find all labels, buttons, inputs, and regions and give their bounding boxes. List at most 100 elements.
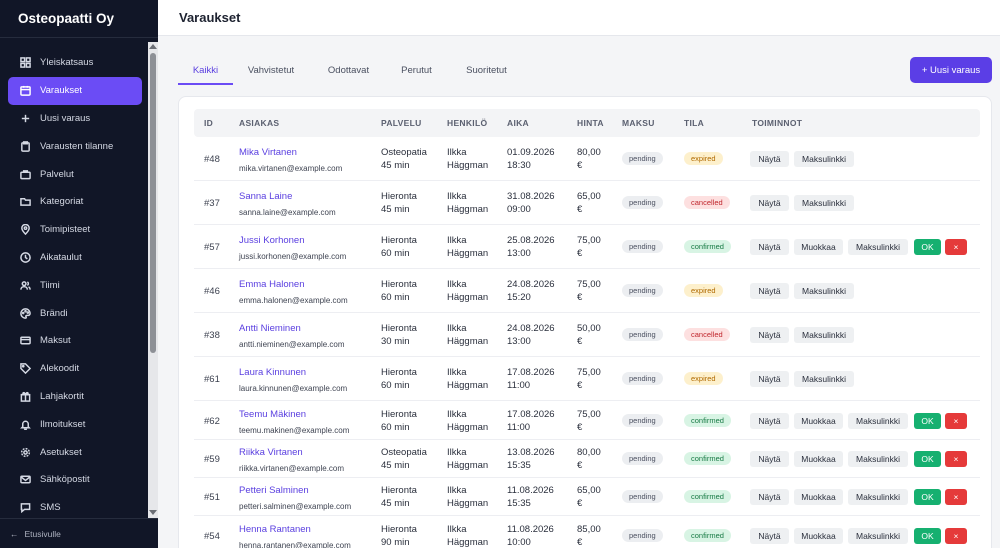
sidebar-item-alekoodit[interactable]: Alekoodit xyxy=(8,355,142,383)
booking-date: 17.08.2026 xyxy=(507,408,555,420)
payment-link-button[interactable]: Maksulinkki xyxy=(848,412,908,429)
payment-link-button[interactable]: Maksulinkki xyxy=(794,371,854,387)
sidebar-item-varausten-tilanne[interactable]: Varausten tilanne xyxy=(8,132,142,160)
cancel-booking-button[interactable]: × xyxy=(945,451,967,467)
view-button[interactable]: Näytä xyxy=(750,371,789,387)
view-button[interactable]: Näytä xyxy=(750,412,789,429)
view-button[interactable]: Näytä xyxy=(750,528,789,544)
new-booking-button[interactable]: + Uusi varaus xyxy=(910,57,992,83)
customer-name-link[interactable]: Sanna Laine xyxy=(239,191,293,202)
cancel-booking-button[interactable]: × xyxy=(945,489,967,505)
edit-button[interactable]: Muokkaa xyxy=(794,489,843,505)
customer-name-link[interactable]: Antti Nieminen xyxy=(239,323,301,334)
tab-vahvistetut[interactable]: Vahvistetut xyxy=(247,65,295,76)
payment-link-button[interactable]: Maksulinkki xyxy=(848,489,908,505)
sidebar-item-label: Maksut xyxy=(40,335,71,347)
edit-button[interactable]: Muokkaa xyxy=(794,412,843,429)
payment-link-button[interactable]: Maksulinkki xyxy=(848,451,908,467)
edit-button[interactable]: Muokkaa xyxy=(794,528,843,544)
customer-name-link[interactable]: Jussi Korhonen xyxy=(239,235,305,246)
view-button[interactable]: Näytä xyxy=(750,451,789,467)
edit-button[interactable]: Muokkaa xyxy=(794,451,843,467)
sidebar-item-label: Lahjakortit xyxy=(40,390,84,402)
sidebar-item-toimipisteet[interactable]: Toimipisteet xyxy=(8,216,142,244)
sidebar-item-uusi-varaus[interactable]: Uusi varaus xyxy=(8,105,142,133)
customer-name-link[interactable]: Henna Rantanen xyxy=(239,524,311,535)
sidebar-item-tiimi[interactable]: Tiimi xyxy=(8,271,142,299)
customer-cell: Emma Halonen emma.halonen@example.com xyxy=(239,278,379,307)
payment-status-badge: pending xyxy=(622,490,663,503)
customer-name-link[interactable]: Mika Virtanen xyxy=(239,147,297,158)
customer-name-link[interactable]: Emma Halonen xyxy=(239,279,305,290)
sidebar-scrollbar[interactable] xyxy=(148,42,158,518)
customer-email: henna.rantanen@example.com xyxy=(239,541,351,548)
view-button[interactable]: Näytä xyxy=(750,489,789,505)
sidebar-item-sähköpostit[interactable]: Sähköpostit xyxy=(8,466,142,494)
price-currency: € xyxy=(577,380,583,391)
confirm-ok-button[interactable]: OK xyxy=(914,412,941,429)
customer-name-link[interactable]: Laura Kinnunen xyxy=(239,367,307,378)
cancel-booking-button[interactable]: × xyxy=(945,412,967,429)
confirm-ok-button[interactable]: OK xyxy=(914,528,941,544)
sidebar-item-palvelut[interactable]: Palvelut xyxy=(8,160,142,188)
tab-perutut[interactable]: Perutut xyxy=(401,65,432,76)
time-cell: 31.08.2026 09:00 xyxy=(507,190,555,216)
payment-link-button[interactable]: Maksulinkki xyxy=(848,239,908,255)
tab-kaikki[interactable]: Kaikki xyxy=(178,57,233,85)
view-button[interactable]: Näytä xyxy=(750,151,789,167)
payment-link-button[interactable]: Maksulinkki xyxy=(794,283,854,299)
price-currency: € xyxy=(577,460,583,471)
price-currency: € xyxy=(577,336,583,347)
scrollbar-thumb[interactable] xyxy=(150,53,156,353)
sidebar-item-brändi[interactable]: Brändi xyxy=(8,299,142,327)
service-name: Hieronta xyxy=(381,408,417,420)
view-button[interactable]: Näytä xyxy=(750,239,789,255)
payment-link-button[interactable]: Maksulinkki xyxy=(848,528,908,544)
sidebar-item-asetukset[interactable]: Asetukset xyxy=(8,438,142,466)
cancel-booking-button[interactable]: × xyxy=(945,239,967,255)
edit-button[interactable]: Muokkaa xyxy=(794,239,843,255)
booking-time: 18:30 xyxy=(507,160,531,171)
scroll-up-arrow[interactable] xyxy=(149,44,157,49)
payment-link-button[interactable]: Maksulinkki xyxy=(794,195,854,211)
confirm-ok-button[interactable]: OK xyxy=(914,239,941,255)
price-cell: 75,00 € xyxy=(577,234,601,260)
confirm-ok-button[interactable]: OK xyxy=(914,489,941,505)
scroll-down-arrow[interactable] xyxy=(149,510,157,515)
view-button[interactable]: Näytä xyxy=(750,283,789,299)
service-duration: 30 min xyxy=(381,336,410,347)
staff-cell: Ilkka Häggman xyxy=(447,366,488,392)
service-name: Hieronta xyxy=(381,524,417,535)
bell-icon xyxy=(19,418,31,430)
sidebar-item-yleiskatsaus[interactable]: Yleiskatsaus xyxy=(8,49,142,77)
payment-link-button[interactable]: Maksulinkki xyxy=(794,327,854,343)
customer-name-link[interactable]: Riikka Virtanen xyxy=(239,447,303,458)
back-to-home-link[interactable]: ← Etusivulle xyxy=(0,518,158,548)
price-currency: € xyxy=(577,248,583,259)
sidebar-item-maksut[interactable]: Maksut xyxy=(8,327,142,355)
booking-id: #46 xyxy=(204,286,220,297)
sidebar-item-label: Ilmoitukset xyxy=(40,418,86,430)
sidebar-item-label: Brändi xyxy=(40,307,68,319)
sidebar-item-varaukset[interactable]: Varaukset xyxy=(8,76,142,105)
service-duration: 45 min xyxy=(381,160,410,171)
sidebar-item-sms[interactable]: SMS xyxy=(8,494,142,522)
sidebar-item-ilmoitukset[interactable]: Ilmoitukset xyxy=(8,410,142,438)
view-button[interactable]: Näytä xyxy=(750,327,789,343)
sidebar-item-kategoriat[interactable]: Kategoriat xyxy=(8,188,142,216)
booking-id: #62 xyxy=(204,415,220,427)
confirm-ok-button[interactable]: OK xyxy=(914,451,941,467)
staff-last-name: Häggman xyxy=(447,248,489,259)
customer-name-link[interactable]: Petteri Salminen xyxy=(239,485,309,496)
cancel-booking-button[interactable]: × xyxy=(945,528,967,544)
sidebar-item-aikataulut[interactable]: Aikataulut xyxy=(8,244,142,272)
tab-suoritetut[interactable]: Suoritetut xyxy=(466,65,507,76)
sidebar-item-lahjakortit[interactable]: Lahjakortit xyxy=(8,383,142,411)
tab-odottavat[interactable]: Odottavat xyxy=(327,65,370,76)
view-button[interactable]: Näytä xyxy=(750,195,789,211)
time-cell: 01.09.2026 18:30 xyxy=(507,146,555,172)
sidebar-nav: Yleiskatsaus Varaukset Uusi varaus Varauste… xyxy=(0,49,146,522)
payment-link-button[interactable]: Maksulinkki xyxy=(794,151,854,167)
customer-name-link[interactable]: Teemu Mäkinen xyxy=(239,408,307,420)
staff-cell: Ilkka Häggman xyxy=(447,322,488,348)
